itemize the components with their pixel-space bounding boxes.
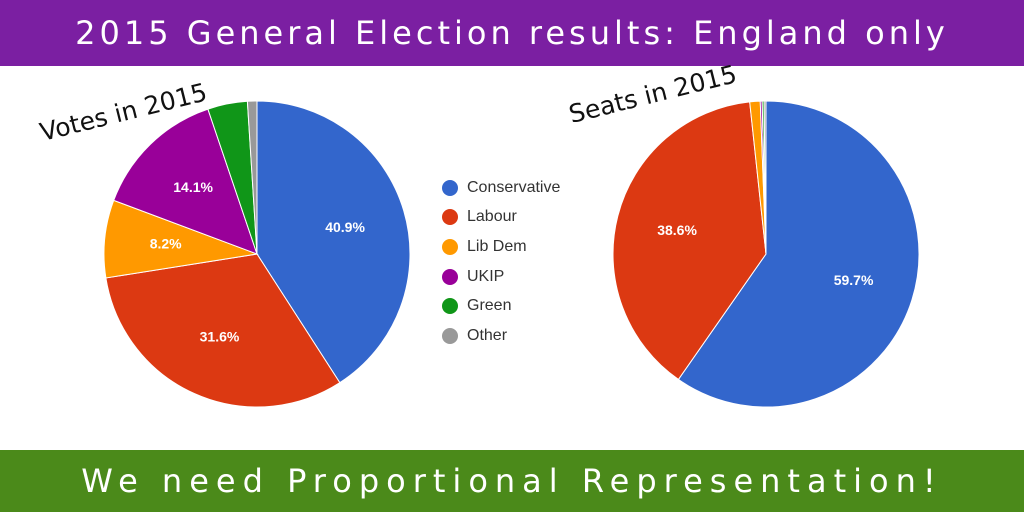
header-title: 2015 General Election results: England o… [75,14,949,52]
legend-dot-ukip [442,268,458,285]
legend-dot-other [442,327,458,344]
legend-label-conservative: Conservative [467,178,561,196]
seats-pie-chart: 59.7% 38.6% [612,100,920,408]
votes-pie-chart: 40.9% 31.6% 8.2% 14.1% [103,100,411,408]
legend-item-ukip: UKIP [442,262,560,292]
votes-data-label-labour: 31.6% [200,328,240,344]
votes-data-label-lib-dem: 8.2% [150,235,182,251]
footer-text: We need Proportional Representation! [81,462,943,500]
votes-slice-other [246,100,258,255]
seats-slice-other [763,100,767,255]
legend-label-ukip: UKIP [467,267,505,285]
legend-dot-lib-dem [442,238,458,255]
votes-data-label-conservative: 40.9% [325,219,365,235]
footer-banner: We need Proportional Representation! [0,450,1024,512]
legend-dot-labour [442,209,458,226]
seats-slice-conservative [677,100,920,408]
legend-item-other: Other [442,321,560,351]
votes-slice-ukip [113,108,258,255]
seats-data-label-conservative: 59.7% [834,272,874,288]
legend-item-lib-dem: Lib Dem [442,232,560,262]
votes-slice-labour [105,253,341,408]
seats-data-label-labour: 38.6% [657,222,697,238]
seats-slice-labour [612,101,767,381]
legend-label-labour: Labour [467,208,517,226]
legend-dot-green [442,298,458,315]
legend-dot-conservative [442,179,458,196]
legend-item-green: Green [442,291,560,321]
header-banner: 2015 General Election results: England o… [0,0,1024,66]
votes-slice-conservative [256,100,411,384]
legend-item-conservative: Conservative [442,173,560,203]
legend-label-lib-dem: Lib Dem [467,237,527,255]
charts-area: 40.9% 31.6% 8.2% 14.1% 59.7% 38.6% Votes in … [0,59,1024,450]
votes-data-label-ukip: 14.1% [173,179,213,195]
legend-item-labour: Labour [442,203,560,233]
legend-label-other: Other [467,326,508,344]
legend-label-green: Green [467,297,512,315]
legend: Conservative Labour Lib Dem UKIP Green O… [442,173,560,351]
